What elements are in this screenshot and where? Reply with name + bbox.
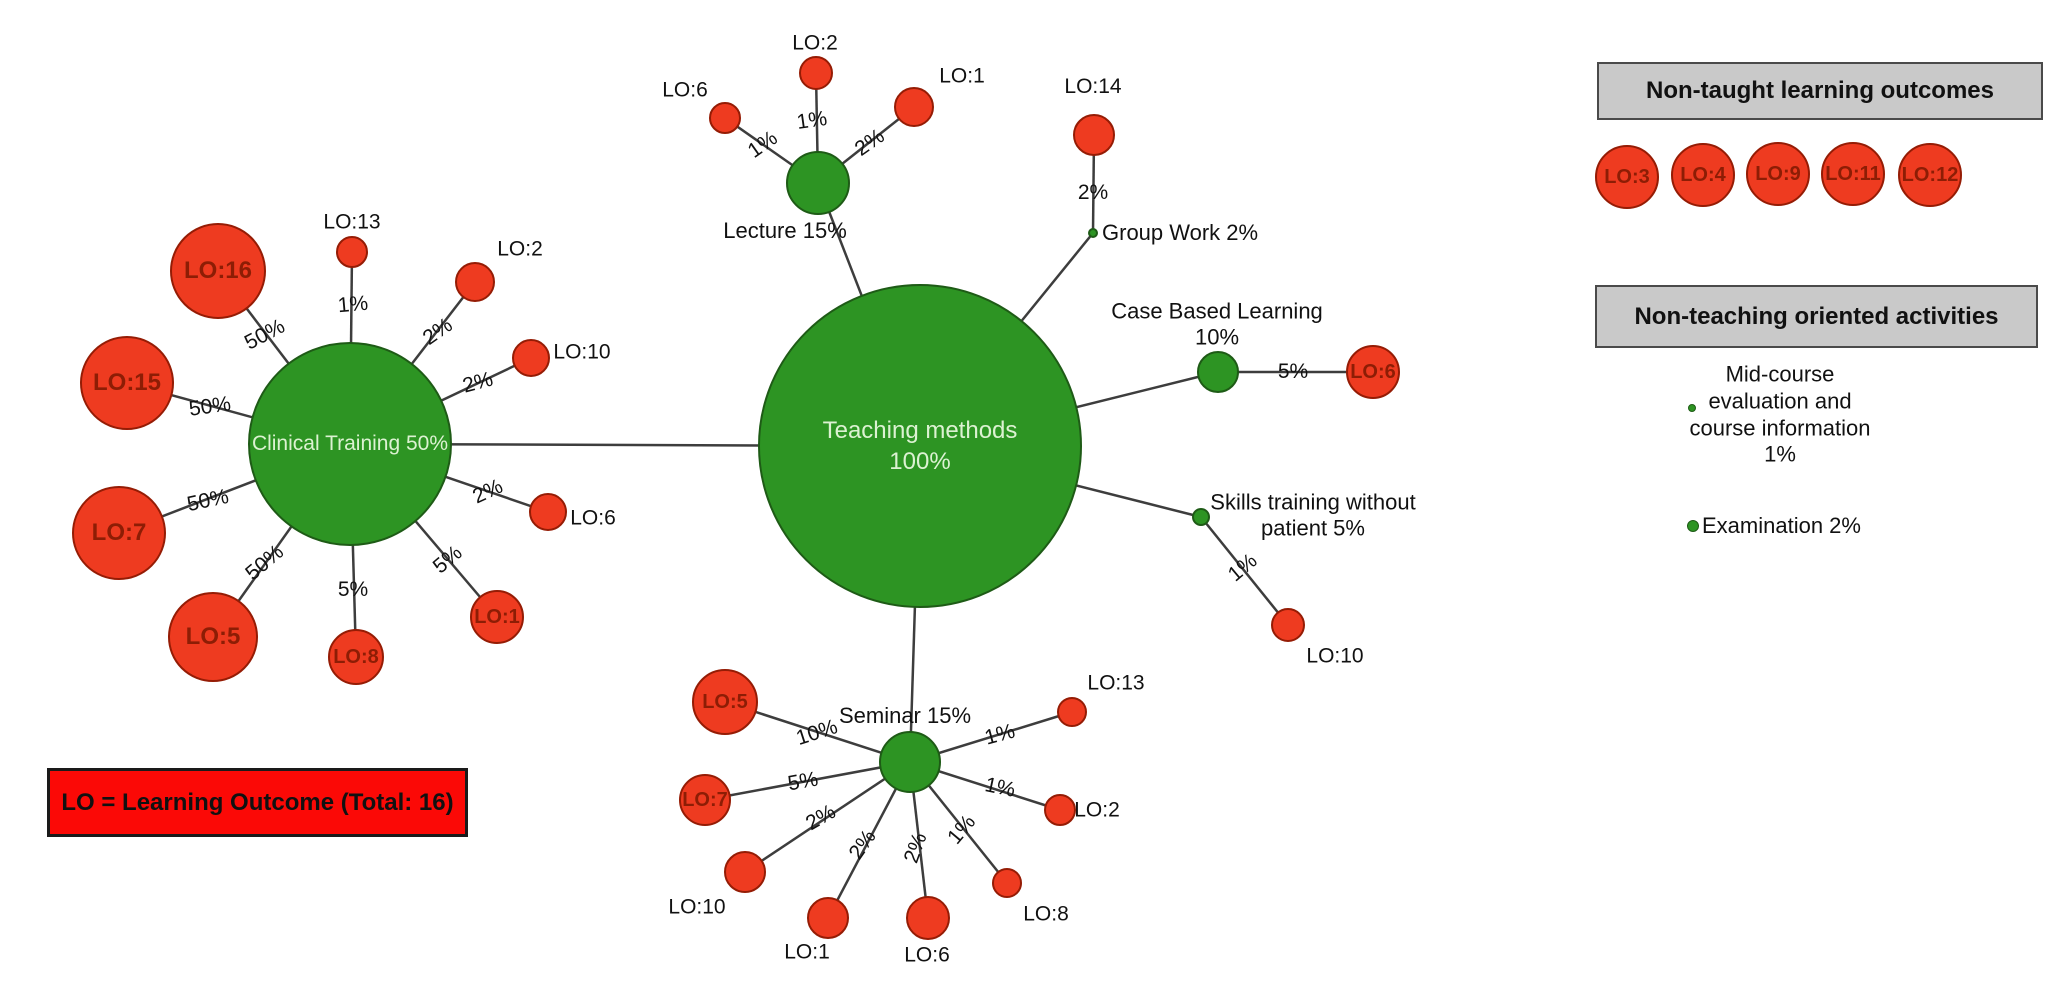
teaching-methods-label: Teaching methods 100% bbox=[822, 416, 1018, 475]
key-box-text: LO = Learning Outcome (Total: 16) bbox=[61, 788, 454, 816]
seminar-lo8-label: LO:8 bbox=[1023, 902, 1069, 926]
seminar-label: Seminar 15% bbox=[838, 702, 972, 728]
node-seminar-lo1 bbox=[807, 897, 849, 939]
legend-lo12-label: LO:12 bbox=[1901, 164, 1959, 186]
legend-non-taught-header-text: Non-taught learning outcomes bbox=[1646, 77, 1994, 104]
legend-non-taught-header: Non-taught learning outcomes bbox=[1597, 62, 2043, 120]
groupwork-lo14-label: LO:14 bbox=[1064, 74, 1122, 98]
node-clinical-lo6 bbox=[529, 493, 567, 531]
lecture-label: Lecture 15% bbox=[723, 217, 847, 243]
examination-dot bbox=[1687, 520, 1699, 532]
lecture-lo1-label: LO:1 bbox=[939, 64, 985, 88]
skills-lo10-label: LO:10 bbox=[1306, 644, 1364, 668]
node-clinical-lo2 bbox=[455, 262, 495, 302]
node-seminar-lo13 bbox=[1057, 697, 1087, 727]
node-skills-training bbox=[1192, 508, 1210, 526]
clinical-lo13-pct: 1% bbox=[336, 291, 370, 318]
node-casebased-lo6: LO:6 bbox=[1346, 345, 1400, 399]
casebased-lo6-label: LO:6 bbox=[1350, 361, 1396, 383]
lecture-lo2-pct: 1% bbox=[795, 107, 829, 135]
seminar-lo10-label: LO:10 bbox=[668, 895, 726, 919]
clinical-lo1-label: LO:1 bbox=[474, 606, 520, 628]
node-clinical-lo8: LO:8 bbox=[328, 629, 384, 685]
skills-label: Skills training without patient 5% bbox=[1210, 489, 1416, 541]
node-skills-lo10 bbox=[1271, 608, 1305, 642]
seminar-lo1-label: LO:1 bbox=[784, 940, 830, 964]
node-clinical-training: Clinical Training 50% bbox=[248, 342, 452, 546]
node-clinical-lo15: LO:15 bbox=[80, 336, 174, 430]
node-lecture-lo1 bbox=[894, 87, 934, 127]
node-case-based-learning bbox=[1197, 351, 1239, 393]
node-clinical-lo13 bbox=[336, 236, 368, 268]
mid-course-dot bbox=[1688, 404, 1696, 412]
clinical-lo10-label: LO:10 bbox=[553, 340, 611, 364]
node-legend-lo9: LO:9 bbox=[1746, 142, 1810, 206]
node-lecture-lo2 bbox=[799, 56, 833, 90]
edge-seminar-lo7 bbox=[704, 760, 911, 802]
node-seminar-lo6 bbox=[906, 896, 950, 940]
clinical-lo8-pct: 5% bbox=[337, 578, 369, 601]
node-seminar-lo5: LO:5 bbox=[692, 669, 758, 735]
clinical-lo2-label: LO:2 bbox=[497, 237, 543, 261]
mid-course-label: Mid-course evaluation and course informa… bbox=[1689, 361, 1871, 467]
groupwork-lo14-pct: 2% bbox=[1077, 181, 1109, 204]
node-clinical-lo7: LO:7 bbox=[72, 486, 166, 580]
case-based-label: Case Based Learning 10% bbox=[1111, 298, 1323, 350]
node-seminar-lo2 bbox=[1044, 794, 1076, 826]
clinical-lo6-label: LO:6 bbox=[570, 506, 616, 530]
key-box: LO = Learning Outcome (Total: 16) bbox=[47, 768, 468, 837]
node-group-work bbox=[1088, 228, 1098, 238]
seminar-lo7-label: LO:7 bbox=[682, 789, 728, 811]
node-legend-lo4: LO:4 bbox=[1671, 143, 1735, 207]
lecture-lo2-label: LO:2 bbox=[792, 31, 838, 55]
legend-lo4-label: LO:4 bbox=[1680, 164, 1726, 186]
legend-lo11-label: LO:11 bbox=[1825, 163, 1881, 185]
clinical-lo16-label: LO:16 bbox=[183, 257, 252, 284]
node-seminar bbox=[879, 731, 941, 793]
node-lecture-lo6 bbox=[709, 102, 741, 134]
node-groupwork-lo14 bbox=[1073, 114, 1115, 156]
group-work-label: Group Work 2% bbox=[1102, 219, 1259, 245]
node-seminar-lo10 bbox=[724, 851, 766, 893]
node-legend-lo12: LO:12 bbox=[1898, 143, 1962, 207]
clinical-lo7-label: LO:7 bbox=[91, 519, 147, 546]
node-seminar-lo7: LO:7 bbox=[679, 774, 731, 826]
node-legend-lo11: LO:11 bbox=[1821, 142, 1885, 206]
casebased-lo6-pct: 5% bbox=[1277, 360, 1309, 383]
clinical-training-label: Clinical Training 50% bbox=[251, 432, 449, 456]
clinical-lo5-label: LO:5 bbox=[185, 623, 241, 650]
legend-lo3-label: LO:3 bbox=[1604, 166, 1650, 188]
node-clinical-lo5: LO:5 bbox=[168, 592, 258, 682]
clinical-lo15-label: LO:15 bbox=[92, 369, 161, 396]
seminar-lo6-label: LO:6 bbox=[904, 943, 950, 967]
node-clinical-lo1: LO:1 bbox=[470, 590, 524, 644]
node-clinical-lo16: LO:16 bbox=[170, 223, 266, 319]
node-legend-lo3: LO:3 bbox=[1595, 145, 1659, 209]
lecture-lo6-label: LO:6 bbox=[662, 78, 708, 102]
legend-lo9-label: LO:9 bbox=[1755, 163, 1801, 185]
clinical-lo8-label: LO:8 bbox=[333, 646, 379, 668]
node-lecture bbox=[786, 151, 850, 215]
examination-label: Examination 2% bbox=[1702, 512, 1861, 538]
node-teaching-methods: Teaching methods 100% bbox=[758, 284, 1082, 608]
node-clinical-lo10 bbox=[512, 339, 550, 377]
seminar-lo5-label: LO:5 bbox=[702, 691, 748, 713]
edge-skills-lo10 bbox=[1200, 516, 1289, 626]
node-seminar-lo8 bbox=[992, 868, 1022, 898]
legend-non-teaching-header: Non-teaching oriented activities bbox=[1595, 285, 2038, 348]
edge-seminar-lo10 bbox=[744, 760, 911, 874]
seminar-lo2-label: LO:2 bbox=[1074, 798, 1120, 822]
clinical-lo13-label: LO:13 bbox=[323, 210, 381, 234]
legend-non-teaching-header-text: Non-teaching oriented activities bbox=[1634, 302, 1999, 330]
seminar-lo13-label: LO:13 bbox=[1087, 671, 1145, 695]
